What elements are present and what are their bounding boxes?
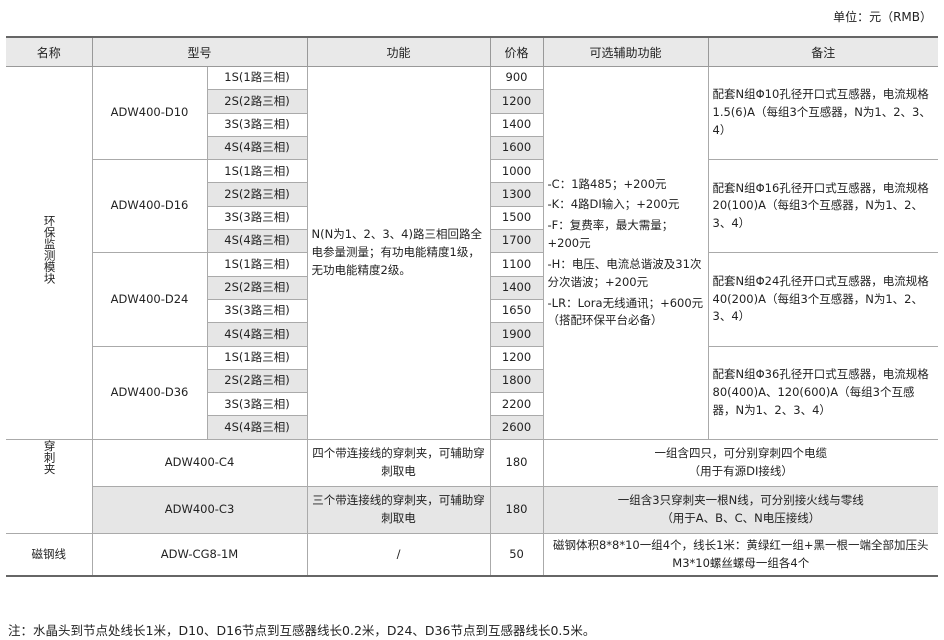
table-row: 环保监测模块 ADW400-D10 1S(1路三相) N(N为1、2、3、4)路三相回… [6,65,939,440]
price-table: 名称 型号 功能 价格 可选辅助功能 备注 环保监测模块 ADW400-D10 1S… [6,36,939,578]
price: 1200 [489,345,544,370]
header-model: 型号 [91,37,308,67]
note: 配套N组Φ10孔径开口式互感器，电流规格1.5(6)A（每组3个互感器，N为1、… [707,65,939,161]
aux-functions: -C：1路485；+200元 -K：4路DI输入；+200元 -F：复费率，最大需量… [542,66,709,440]
variant: 1S(1路三相) [206,345,308,370]
aux-item: -C：1路485；+200元 [547,176,667,191]
group-name: 环保监测模块 [6,66,93,440]
function-desc: N(N为1、2、3、4)路三相回路全电参量测量；有功电能精度1级，无功电能精度2… [306,66,491,440]
aux-item: -H：电压、电流总谐波及31次分次谐波；+200元 [547,256,702,289]
variant: 4S(4路三相) [206,322,308,347]
model-name: ADW400-C3 [91,485,308,534]
aux-item: -K：4路DI输入；+200元 [547,197,680,212]
price: 50 [489,532,544,578]
price: 1400 [489,275,544,300]
price: 1600 [489,135,544,161]
table-row: 4S(4路三相) 1900 [6,322,938,347]
group-name-text: 环保监测模块 [42,215,57,285]
price: 1400 [489,112,544,137]
model-name: ADW400-C4 [91,438,308,487]
header-function: 功能 [306,37,491,67]
price: 1000 [489,159,544,184]
group-name: 穿刺夹 [6,438,93,534]
variant: 4S(4路三相) [206,135,308,161]
function-desc: 三个带连接线的穿刺夹，可辅助穿刺取电 [306,485,491,534]
variant: 3S(3路三相) [206,298,308,324]
variant: 2S(2路三相) [206,368,308,394]
note-line: （用于有源DI接线） [688,463,793,478]
note-line: 磁钢体积8*8*10一组4个，线长1米：黄绿红一组+黑一根一端全部加压头M3*1… [552,537,929,570]
aux-item: -LR：Lora无线通讯；+600元（搭配环保平台必备） [547,295,704,328]
variant: 1S(1路三相) [206,159,308,184]
price: 180 [489,485,544,534]
function-desc: / [306,532,491,578]
table-row: 2S(2路三相) 1300 [6,182,938,207]
note: 一组含3只穿刺夹一根N线，可分别接火线与零线 （用于A、B、C、N电压接线） [542,485,939,534]
unit-label: 单位：元（RMB） [833,10,932,24]
variant: 2S(2路三相) [206,89,308,114]
aux-item: -F：复费率，最大需量；+200元 [547,218,674,251]
price: 1300 [489,182,544,207]
price: 1500 [489,205,544,231]
note-line: （用于A、B、C、N电压接线） [661,510,821,525]
price: 1200 [489,89,544,114]
variant: 2S(2路三相) [206,275,308,300]
note: 一组含四只，可分别穿刺四个电缆 （用于有源DI接线） [542,438,939,487]
model-name: ADW400-D16 [91,159,208,254]
price: 1700 [489,229,544,254]
table-row: 穿刺夹 ADW400-C4 四个带连接线的穿刺夹，可辅助穿刺取电 180 一组含四只，可… [6,438,939,534]
header-note: 备注 [707,37,939,67]
model-name: ADW-CG8-1M [91,532,308,578]
price: 1800 [489,368,544,394]
group-name-text: 磁钢线 [31,546,67,561]
variant: 1S(1路三相) [206,65,308,91]
price: 900 [489,65,544,91]
variant: 2S(2路三相) [206,182,308,207]
price: 1100 [489,252,544,277]
variant: 4S(4路三相) [206,229,308,254]
header-row: 名称 型号 功能 价格 可选辅助功能 备注 [6,37,939,67]
footnote: 注：水晶头到节点处线长1米，D10、D16节点到互感器线长0.2米，D24、D3… [8,623,596,638]
note-line: 一组含3只穿刺夹一根N线，可分别接火线与零线 [617,492,864,507]
price: 2200 [489,392,544,417]
function-desc: 四个带连接线的穿刺夹，可辅助穿刺取电 [306,438,491,487]
variant: 3S(3路三相) [206,112,308,137]
variant: 4S(4路三相) [206,415,308,440]
variant: 1S(1路三相) [206,252,308,277]
table-row: 2S(2路三相) 1800 [6,368,938,394]
table-row: 2S(2路三相) 1200 [6,89,938,114]
model-name: ADW400-D10 [91,65,208,161]
model-name: ADW400-D24 [91,252,208,347]
note-line: 一组含四只，可分别穿刺四个电缆 [654,445,828,460]
header-aux: 可选辅助功能 [542,37,709,67]
price: 180 [489,438,544,487]
table-row: ADW400-D36 1S(1路三相) 1200 配套N组Φ36孔径开口式互感器，电流… [6,345,939,440]
table-row: 2S(2路三相) 1400 [6,275,938,300]
table-row: 4S(4路三相) 2600 [6,415,938,440]
variant: 3S(3路三相) [206,205,308,231]
table-row: 磁钢线 ADW-CG8-1M/50 磁钢体积8*8*10一组4个，线长1米：黄绿红一… [6,532,939,578]
note: 配套N组Φ36孔径开口式互感器，电流规格80(400)A、120(600)A（每… [707,345,939,440]
variant: 3S(3路三相) [206,392,308,417]
price: 1900 [489,322,544,347]
header-price: 价格 [489,37,544,67]
group-name: 磁钢线 [6,532,93,578]
header-name: 名称 [6,37,92,67]
table-row: ADW400-D24 1S(1路三相) 1100 配套N组Φ24孔径开口式互感器，电流… [6,252,939,347]
note: 配套N组Φ16孔径开口式互感器，电流规格20(100)A（每组3个互感器，N为1… [707,159,939,254]
price: 1650 [489,298,544,324]
note: 磁钢体积8*8*10一组4个，线长1米：黄绿红一组+黑一根一端全部加压头M3*1… [542,532,939,578]
note: 配套N组Φ24孔径开口式互感器，电流规格40(200)A（每组3个互感器，N为1… [707,252,939,347]
price: 2600 [489,415,544,440]
model-name: ADW400-D36 [91,345,208,440]
table-row: ADW400-C3 三个带连接线的穿刺夹，可辅助穿刺取电 180 一组含3只穿刺夹一根… [6,485,939,534]
group-name-text: 穿刺夹 [42,439,57,475]
